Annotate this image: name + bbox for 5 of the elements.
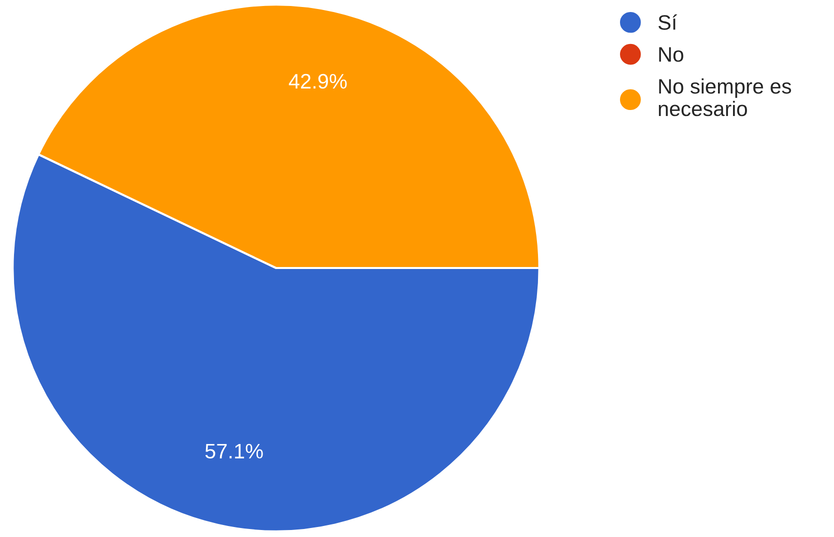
data-label: 42.9% bbox=[288, 74, 347, 89]
legend-label: No siempre es necesario bbox=[658, 78, 792, 116]
legend-label: No bbox=[659, 47, 684, 62]
legend-label: Sí bbox=[658, 14, 678, 30]
data-label: 57.1% bbox=[205, 444, 263, 459]
